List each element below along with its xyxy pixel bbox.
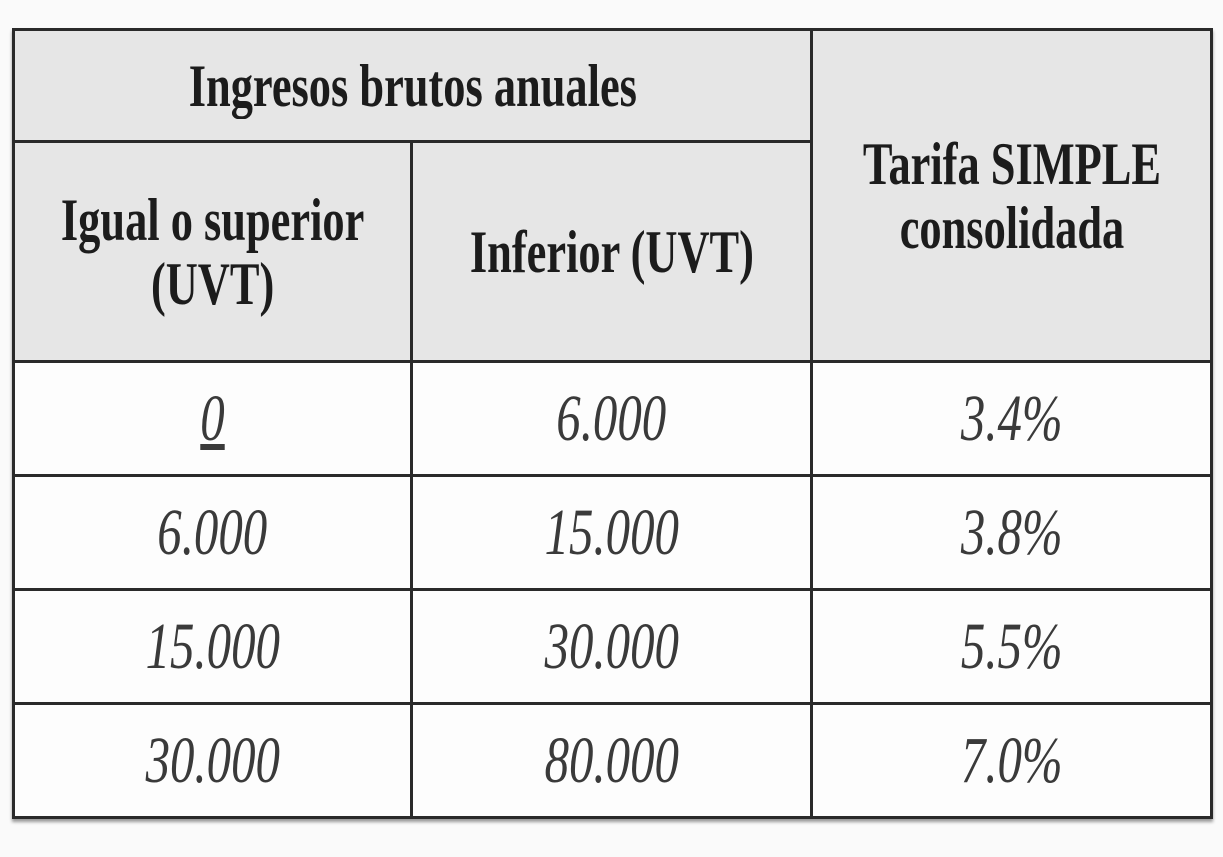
cell-text: 5.5% xyxy=(960,609,1063,683)
table-cell: 6.000 xyxy=(12,474,413,591)
table-cell: 30.000 xyxy=(410,588,813,705)
table-cell: 7.0% xyxy=(810,702,1213,819)
table-cell: 15.000 xyxy=(12,588,413,705)
column-header-text: Igual o superior (UVT) xyxy=(60,186,365,317)
column-header-text: Tarifa SIMPLE consolidada xyxy=(862,130,1161,261)
cell-text: 15.000 xyxy=(544,495,679,569)
table-cell: 80.000 xyxy=(410,702,813,819)
column-header: Igual o superior (UVT) xyxy=(12,140,413,363)
table-cell: 3.8% xyxy=(810,474,1213,591)
cell-text: 3.4% xyxy=(960,381,1063,455)
column-header-text: Inferior (UVT) xyxy=(469,218,754,285)
table-row: 0 6.000 3.4% xyxy=(12,360,1213,477)
cell-text: 30.000 xyxy=(544,609,679,683)
cell-text: 6.000 xyxy=(556,381,667,455)
table-cell: 6.000 xyxy=(410,360,813,477)
cell-text: 6.000 xyxy=(157,495,268,569)
cell-text: 7.0% xyxy=(960,723,1063,797)
table-container: Ingresos brutos anuales Tarifa SIMPLE co… xyxy=(12,28,1213,819)
cell-text: 3.8% xyxy=(960,495,1063,569)
table-cell: 0 xyxy=(12,360,413,477)
table-cell: 30.000 xyxy=(12,702,413,819)
column-header: Inferior (UVT) xyxy=(410,140,813,363)
table-row: 15.000 30.000 5.5% xyxy=(12,588,1213,705)
cell-text: 30.000 xyxy=(145,723,280,797)
column-header: Tarifa SIMPLE consolidada xyxy=(810,28,1213,363)
tariff-table: Ingresos brutos anuales Tarifa SIMPLE co… xyxy=(12,28,1213,819)
cell-text: 0 xyxy=(200,381,225,455)
cell-text: 80.000 xyxy=(544,723,679,797)
table-cell: 15.000 xyxy=(410,474,813,591)
group-header-text: Ingresos brutos anuales xyxy=(188,52,637,119)
group-header: Ingresos brutos anuales xyxy=(12,28,813,143)
table-body: 0 6.000 3.4% 6.000 15.000 3.8% 15.000 30.000 5.5… xyxy=(12,360,1213,819)
table-cell: 5.5% xyxy=(810,588,1213,705)
table-row: 30.000 80.000 7.0% xyxy=(12,702,1213,819)
cell-text: 15.000 xyxy=(145,609,280,683)
table-cell: 3.4% xyxy=(810,360,1213,477)
table-row: 6.000 15.000 3.8% xyxy=(12,474,1213,591)
